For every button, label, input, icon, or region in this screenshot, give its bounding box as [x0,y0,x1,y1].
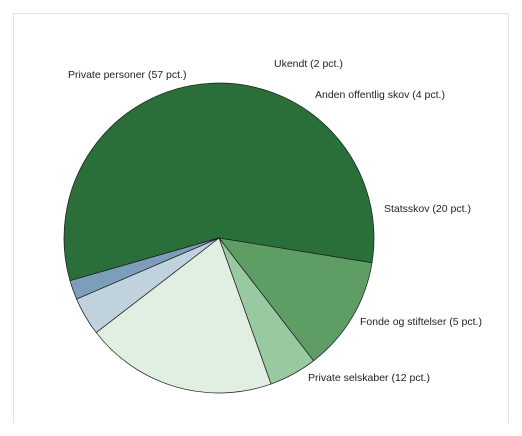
slice-label-ukendt: Ukendt (2 pct.) [274,58,343,70]
slice-label-anden-offentlig-skov: Anden offentlig skov (4 pct.) [315,89,445,101]
slice-label-fonde-og-stiftelser: Fonde og stiftelser (5 pct.) [360,316,482,328]
pie-slice-private-personer [63,82,375,282]
pie-slice-ukendt [69,237,220,300]
slice-label-private-personer: Private personer (57 pct.) [68,69,186,81]
pie-slice-statsskov [95,237,272,394]
pie-slice-private-selskaber [218,237,373,362]
slice-label-statsskov: Statsskov (20 pct.) [384,203,471,215]
pie-slices [63,82,375,394]
pie-labels: Private personer (57 pct.) Private selska… [68,58,482,384]
slice-label-private-selskaber: Private selskaber (12 pct.) [308,372,430,384]
